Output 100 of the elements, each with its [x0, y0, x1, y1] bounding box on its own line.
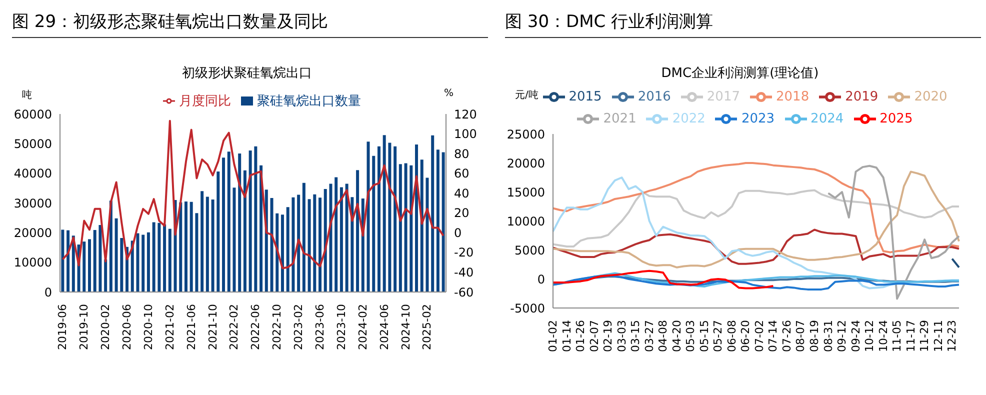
- x-tick-label: 10-12: [863, 320, 876, 352]
- y2-tick-label: 0: [454, 226, 462, 240]
- x-tick-label: 03-03: [615, 320, 628, 352]
- x-tick-label: 2024-06: [378, 304, 391, 350]
- line-series: [552, 228, 960, 265]
- bar: [104, 259, 108, 292]
- y-tick-label: -5000: [510, 301, 545, 316]
- y-tick-label: 40000: [14, 166, 52, 181]
- bar: [227, 152, 230, 292]
- line-series: [552, 189, 960, 248]
- bar: [114, 218, 118, 292]
- bar: [292, 197, 295, 292]
- legend-label: 2015: [568, 90, 602, 105]
- bar: [404, 163, 408, 292]
- bar: [377, 146, 380, 292]
- bar: [366, 142, 370, 292]
- x-tick-label: 2021-10: [206, 304, 220, 350]
- bar: [329, 184, 332, 292]
- y-tick-label: 15000: [506, 185, 545, 200]
- x-tick-label: 08-07: [794, 320, 808, 352]
- line-series: [552, 170, 960, 268]
- x-tick-label: 08-19: [808, 320, 821, 352]
- x-tick-label: 2020-02: [99, 304, 112, 350]
- x-tick-label: 11-05: [890, 320, 904, 352]
- line-series: [552, 162, 960, 254]
- legend-label: 2024: [810, 112, 844, 127]
- x-tick-label: 2023-10: [334, 304, 348, 350]
- bar: [286, 207, 290, 292]
- bar: [195, 213, 198, 292]
- legend-label: 2020: [914, 90, 948, 105]
- legend-label: 月度同比: [179, 94, 231, 109]
- x-tick-label: 12-23: [946, 320, 959, 352]
- x-tick-label: 2024-10: [399, 304, 412, 350]
- bar: [179, 202, 182, 292]
- bar: [318, 198, 322, 292]
- y-tick-label: 60000: [14, 107, 52, 122]
- legend-label: 聚硅氧烷出口数量: [257, 94, 361, 109]
- bar: [431, 135, 434, 292]
- x-tick-label: 11-17: [904, 320, 918, 352]
- bar: [152, 222, 156, 292]
- line-series: [62, 120, 444, 270]
- x-tick-label: 02-19: [602, 320, 615, 352]
- y-tick-label: 10000: [506, 214, 545, 228]
- bar: [260, 165, 263, 292]
- y-tick-label: 0: [44, 285, 52, 300]
- x-tick-label: 2020-10: [142, 304, 155, 350]
- bar: [297, 194, 300, 292]
- x-tick-label: 2021-02: [163, 304, 176, 350]
- x-tick-label: 05-27: [712, 320, 725, 352]
- y-axis-title: 元/吨: [515, 88, 538, 102]
- bar: [216, 172, 220, 292]
- bar: [190, 202, 193, 292]
- bar: [436, 150, 440, 292]
- x-tick-label: 04-20: [670, 320, 684, 352]
- line-series: [827, 164, 960, 300]
- bar: [340, 187, 343, 292]
- line-series: [552, 176, 960, 290]
- legend-label: 2016: [638, 90, 671, 105]
- bar: [66, 230, 70, 292]
- bar: [372, 156, 376, 292]
- bar: [238, 153, 242, 292]
- x-tick-label: 2024-02: [356, 304, 370, 350]
- x-tick-label: 2022-02: [228, 304, 241, 350]
- x-tick-label: 2021-06: [184, 304, 198, 350]
- y-tick-label: 0: [537, 272, 545, 286]
- x-tick-label: 08-31: [822, 320, 835, 352]
- x-tick-label: 05-03: [684, 320, 698, 352]
- x-tick-label: 07-14: [766, 320, 780, 352]
- bar: [232, 188, 236, 292]
- x-tick-label: 01-26: [574, 320, 588, 352]
- bar: [158, 222, 161, 292]
- bar: [276, 213, 279, 292]
- y2-tick-label: 120: [454, 107, 477, 122]
- bar: [168, 228, 172, 292]
- x-tick-label: 2019-10: [78, 304, 91, 350]
- x-tick-label: 06-08: [725, 320, 738, 352]
- bar: [280, 214, 284, 292]
- x-tick-label: 2023-06: [314, 304, 327, 350]
- y-axis-title: 吨: [22, 88, 32, 102]
- bar: [398, 164, 402, 292]
- bar: [200, 191, 204, 292]
- bar: [270, 198, 274, 292]
- y-tick-label: 50000: [14, 136, 52, 151]
- x-tick-label: 02-07: [588, 320, 601, 352]
- legend-label: 2025: [880, 112, 913, 127]
- x-tick-label: 10-24: [876, 320, 890, 352]
- bar: [394, 146, 397, 292]
- bar: [345, 184, 348, 292]
- bar: [61, 230, 64, 292]
- bar: [382, 135, 386, 292]
- x-tick-label: 07-26: [780, 320, 794, 352]
- x-tick-label: 09-12: [836, 320, 849, 352]
- bar: [88, 239, 91, 292]
- x-tick-label: 2022-10: [270, 304, 284, 350]
- bar: [184, 202, 188, 292]
- bar: [302, 182, 306, 292]
- x-tick-label: 01-02: [546, 320, 560, 352]
- y-tick-label: 5000: [514, 243, 545, 258]
- x-tick-label: 05-15: [698, 320, 711, 352]
- legend-label: 2021: [603, 112, 636, 127]
